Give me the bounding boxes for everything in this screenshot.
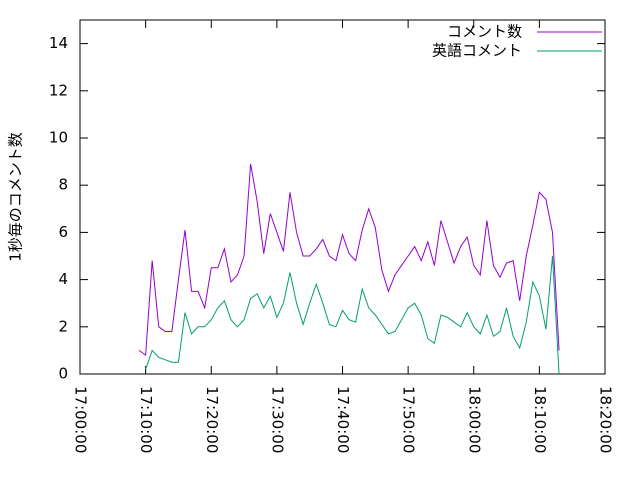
x-tick-label: 18:00:00 bbox=[465, 386, 483, 453]
x-tick-label: 17:30:00 bbox=[268, 386, 286, 453]
x-tick-label: 17:10:00 bbox=[137, 386, 155, 453]
x-tick-label: 17:00:00 bbox=[72, 386, 90, 453]
y-tick-label: 4 bbox=[58, 270, 68, 288]
y-tick-label: 12 bbox=[49, 81, 68, 99]
y-tick-label: 6 bbox=[58, 223, 68, 241]
x-tick-label: 18:10:00 bbox=[531, 386, 549, 453]
y-tick-label: 14 bbox=[49, 34, 68, 52]
series-line bbox=[145, 255, 560, 375]
legend-label: コメント数 bbox=[447, 23, 522, 41]
y-tick-label: 0 bbox=[58, 365, 68, 383]
legend-label: 英語コメント bbox=[432, 42, 522, 60]
x-tick-label: 17:40:00 bbox=[334, 386, 352, 453]
y-tick-label: 8 bbox=[58, 176, 68, 194]
x-tick-label: 17:20:00 bbox=[203, 386, 221, 453]
y-tick-label: 2 bbox=[58, 317, 68, 335]
series-line bbox=[138, 163, 560, 357]
x-tick-label: 17:50:00 bbox=[400, 386, 418, 453]
y-axis-label: 1秒毎のコメント数 bbox=[7, 132, 25, 262]
x-tick-label: 18:20:00 bbox=[597, 386, 615, 453]
y-tick-label: 10 bbox=[49, 129, 68, 147]
